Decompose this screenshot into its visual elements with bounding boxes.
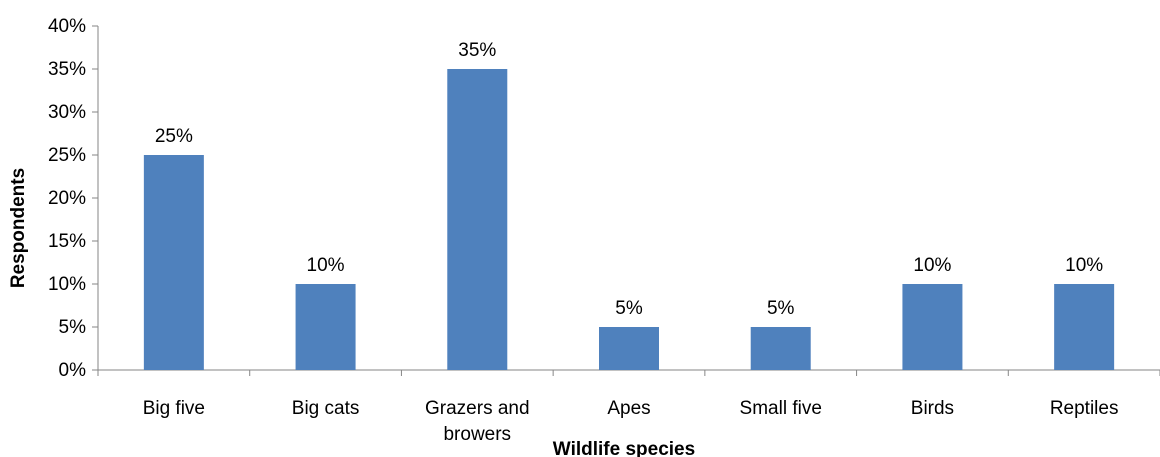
data-label: 10% [1065,255,1103,276]
data-label: 10% [307,255,345,276]
bar [447,69,508,370]
bar [1054,284,1115,370]
y-tick-label: 5% [59,317,87,338]
y-tick-label: 35% [48,59,86,80]
bar [902,284,963,370]
x-axis-title: Wildlife species [553,439,695,457]
bar [599,327,659,370]
bar [143,155,204,370]
data-label: 5% [615,298,643,319]
x-axis [97,369,1160,376]
y-tick-label: 40% [48,16,86,37]
y-tick-label: 25% [48,145,86,166]
x-tick-label: Grazers and browers [425,398,530,445]
y-tick-label: 10% [48,274,86,295]
x-tick-label: Big five [143,398,205,419]
x-tick-label: Small five [740,398,822,419]
data-label: 35% [458,40,496,61]
data-label: 10% [913,255,951,276]
bar [750,327,811,370]
x-tick-label: Apes [607,398,650,419]
data-label: 25% [155,126,193,147]
y-tick-label: 20% [48,188,86,209]
y-axis [92,25,99,371]
x-tick-label: Big cats [292,398,360,419]
bar [295,284,356,370]
y-axis-title: Respondents [8,168,29,288]
y-tick-labels: 0% 5% 10% 15% 20% 25% 30% 35% 40% [48,16,86,381]
x-tick-label: Reptiles [1050,398,1119,419]
data-labels: 25% 10% 35% 5% 5% 10% 10% [155,40,1103,319]
y-tick-label: 30% [48,102,86,123]
x-tick-label: Birds [911,398,954,419]
bars [143,69,1115,370]
y-tick-label: 15% [48,231,86,252]
x-tick-labels: Big five Big cats Grazers and browers Apes Sm… [143,398,1119,445]
data-label: 5% [767,298,795,319]
y-tick-label: 0% [59,360,87,381]
